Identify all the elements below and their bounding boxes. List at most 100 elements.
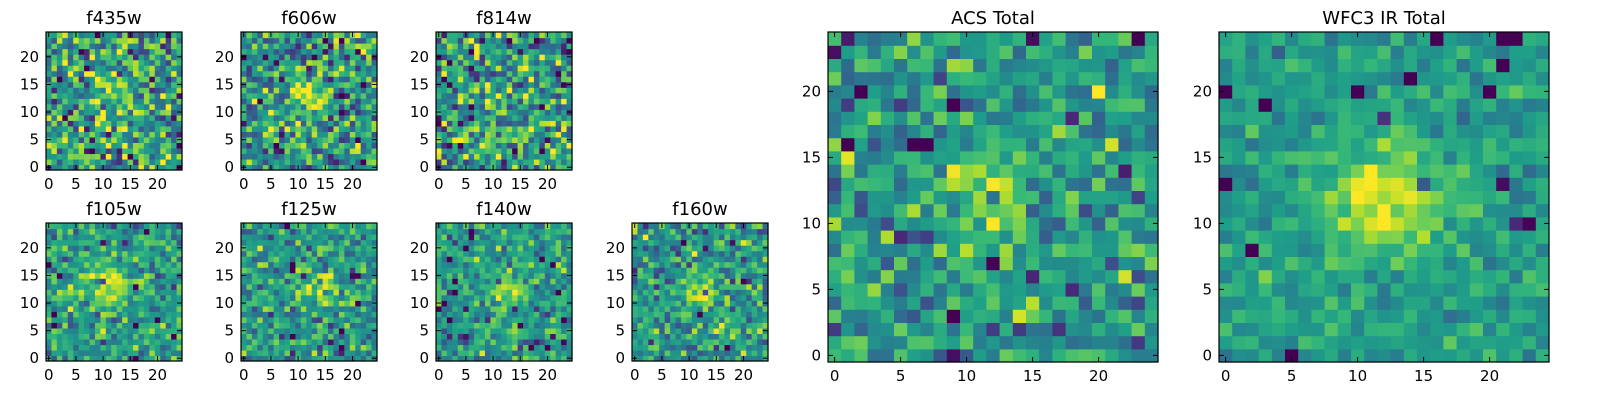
heatmap-cell (751, 228, 758, 235)
heatmap-cell (544, 261, 551, 268)
x-tick-label: 20 (734, 366, 753, 384)
heatmap-cell (289, 272, 296, 279)
heatmap-cell (51, 92, 58, 99)
heatmap-cell (762, 305, 769, 312)
heatmap-cell (533, 142, 540, 149)
heatmap-cell (880, 348, 895, 363)
heatmap-cell (111, 158, 118, 166)
heatmap-cell (360, 355, 367, 362)
heatmap-cell (566, 239, 573, 246)
heatmap-cell (355, 109, 362, 116)
heatmap-cell (632, 278, 639, 285)
heatmap-cell (262, 142, 269, 149)
heatmap-cell (62, 70, 69, 77)
heatmap-cell (512, 333, 519, 340)
heatmap-cell (56, 164, 63, 171)
heatmap-cell (241, 261, 248, 268)
heatmap-cell (295, 136, 302, 143)
heatmap-cell (56, 92, 63, 99)
heatmap-cell (51, 344, 58, 351)
heatmap-cell (1012, 203, 1027, 218)
heatmap-cell (133, 158, 140, 166)
heatmap-cell (1131, 243, 1146, 257)
heatmap-cell (149, 311, 156, 318)
heatmap-cell (105, 92, 112, 99)
heatmap-cell (550, 256, 557, 263)
heatmap-cell (306, 109, 313, 116)
heatmap-cell (490, 142, 497, 149)
heatmap-cell (632, 322, 639, 329)
heatmap-cell (632, 289, 639, 296)
heatmap-cell (94, 333, 101, 340)
heatmap-cell (550, 327, 557, 334)
heatmap-cell (143, 131, 150, 138)
heatmap-cell (241, 76, 248, 83)
heatmap-cell (550, 228, 557, 235)
heatmap-cell (62, 87, 69, 94)
heatmap-cell (528, 349, 535, 357)
heatmap-cell (160, 283, 167, 290)
heatmap-cell (89, 92, 96, 99)
heatmap-cell (523, 289, 530, 296)
heatmap-cell (675, 239, 682, 246)
heatmap-cell (360, 136, 367, 143)
heatmap-cell (111, 355, 118, 362)
heatmap-cell (328, 228, 335, 235)
heatmap-cell (171, 289, 178, 296)
heatmap-cell (111, 349, 118, 357)
heatmap-cell (566, 158, 573, 166)
heatmap-cell (46, 239, 53, 246)
heatmap-cell (561, 103, 568, 110)
heatmap-cell (165, 283, 172, 290)
heatmap-cell (133, 37, 140, 44)
heatmap-cell (751, 300, 758, 307)
heatmap-cell (138, 283, 145, 290)
heatmap-cell (160, 223, 167, 230)
heatmap-cell (149, 327, 156, 334)
heatmap-cell (176, 289, 183, 296)
heatmap-cell (457, 261, 464, 268)
heatmap-cell (495, 333, 502, 340)
heatmap-cell (78, 316, 85, 323)
heatmap-cell (67, 278, 74, 285)
heatmap-cell (436, 103, 443, 110)
heatmap-cell (127, 48, 134, 55)
heatmap-cell (279, 278, 286, 285)
heatmap-cell (854, 216, 869, 231)
heatmap-cell (268, 120, 275, 127)
heatmap-cell (463, 267, 470, 274)
heatmap-cell (555, 355, 562, 362)
heatmap-cell (544, 333, 551, 340)
heatmap-cell (735, 245, 742, 252)
heatmap-cell (100, 120, 107, 127)
heatmap-cell (138, 223, 145, 230)
heatmap-cell (517, 114, 524, 121)
heatmap-cell (143, 239, 150, 246)
heatmap-cell (78, 125, 85, 132)
heatmap-cell (251, 283, 258, 290)
heatmap-cell (138, 32, 145, 39)
heatmap-cell (735, 305, 742, 312)
heatmap-cell (257, 164, 264, 171)
heatmap-cell (523, 349, 530, 357)
heatmap-cell (484, 223, 491, 230)
heatmap-cell (62, 109, 69, 116)
heatmap-cell (724, 294, 731, 301)
heatmap-cell (251, 272, 258, 279)
heatmap-cell (757, 283, 764, 290)
heatmap-cell (484, 333, 491, 340)
heatmap-cell (46, 98, 53, 105)
heatmap-cell (73, 120, 80, 127)
heatmap-cell (468, 349, 475, 357)
heatmap-cell (51, 81, 58, 88)
heatmap-cell (122, 164, 129, 171)
heatmap-cell (463, 70, 470, 77)
heatmap-cell (67, 305, 74, 312)
heatmap-cell (311, 43, 318, 50)
heatmap-cell (544, 327, 551, 334)
heatmap-cell (273, 103, 280, 110)
heatmap-cell (46, 37, 53, 44)
heatmap-cell (523, 136, 530, 143)
heatmap-cell (544, 131, 551, 138)
heatmap-cell (713, 311, 720, 318)
